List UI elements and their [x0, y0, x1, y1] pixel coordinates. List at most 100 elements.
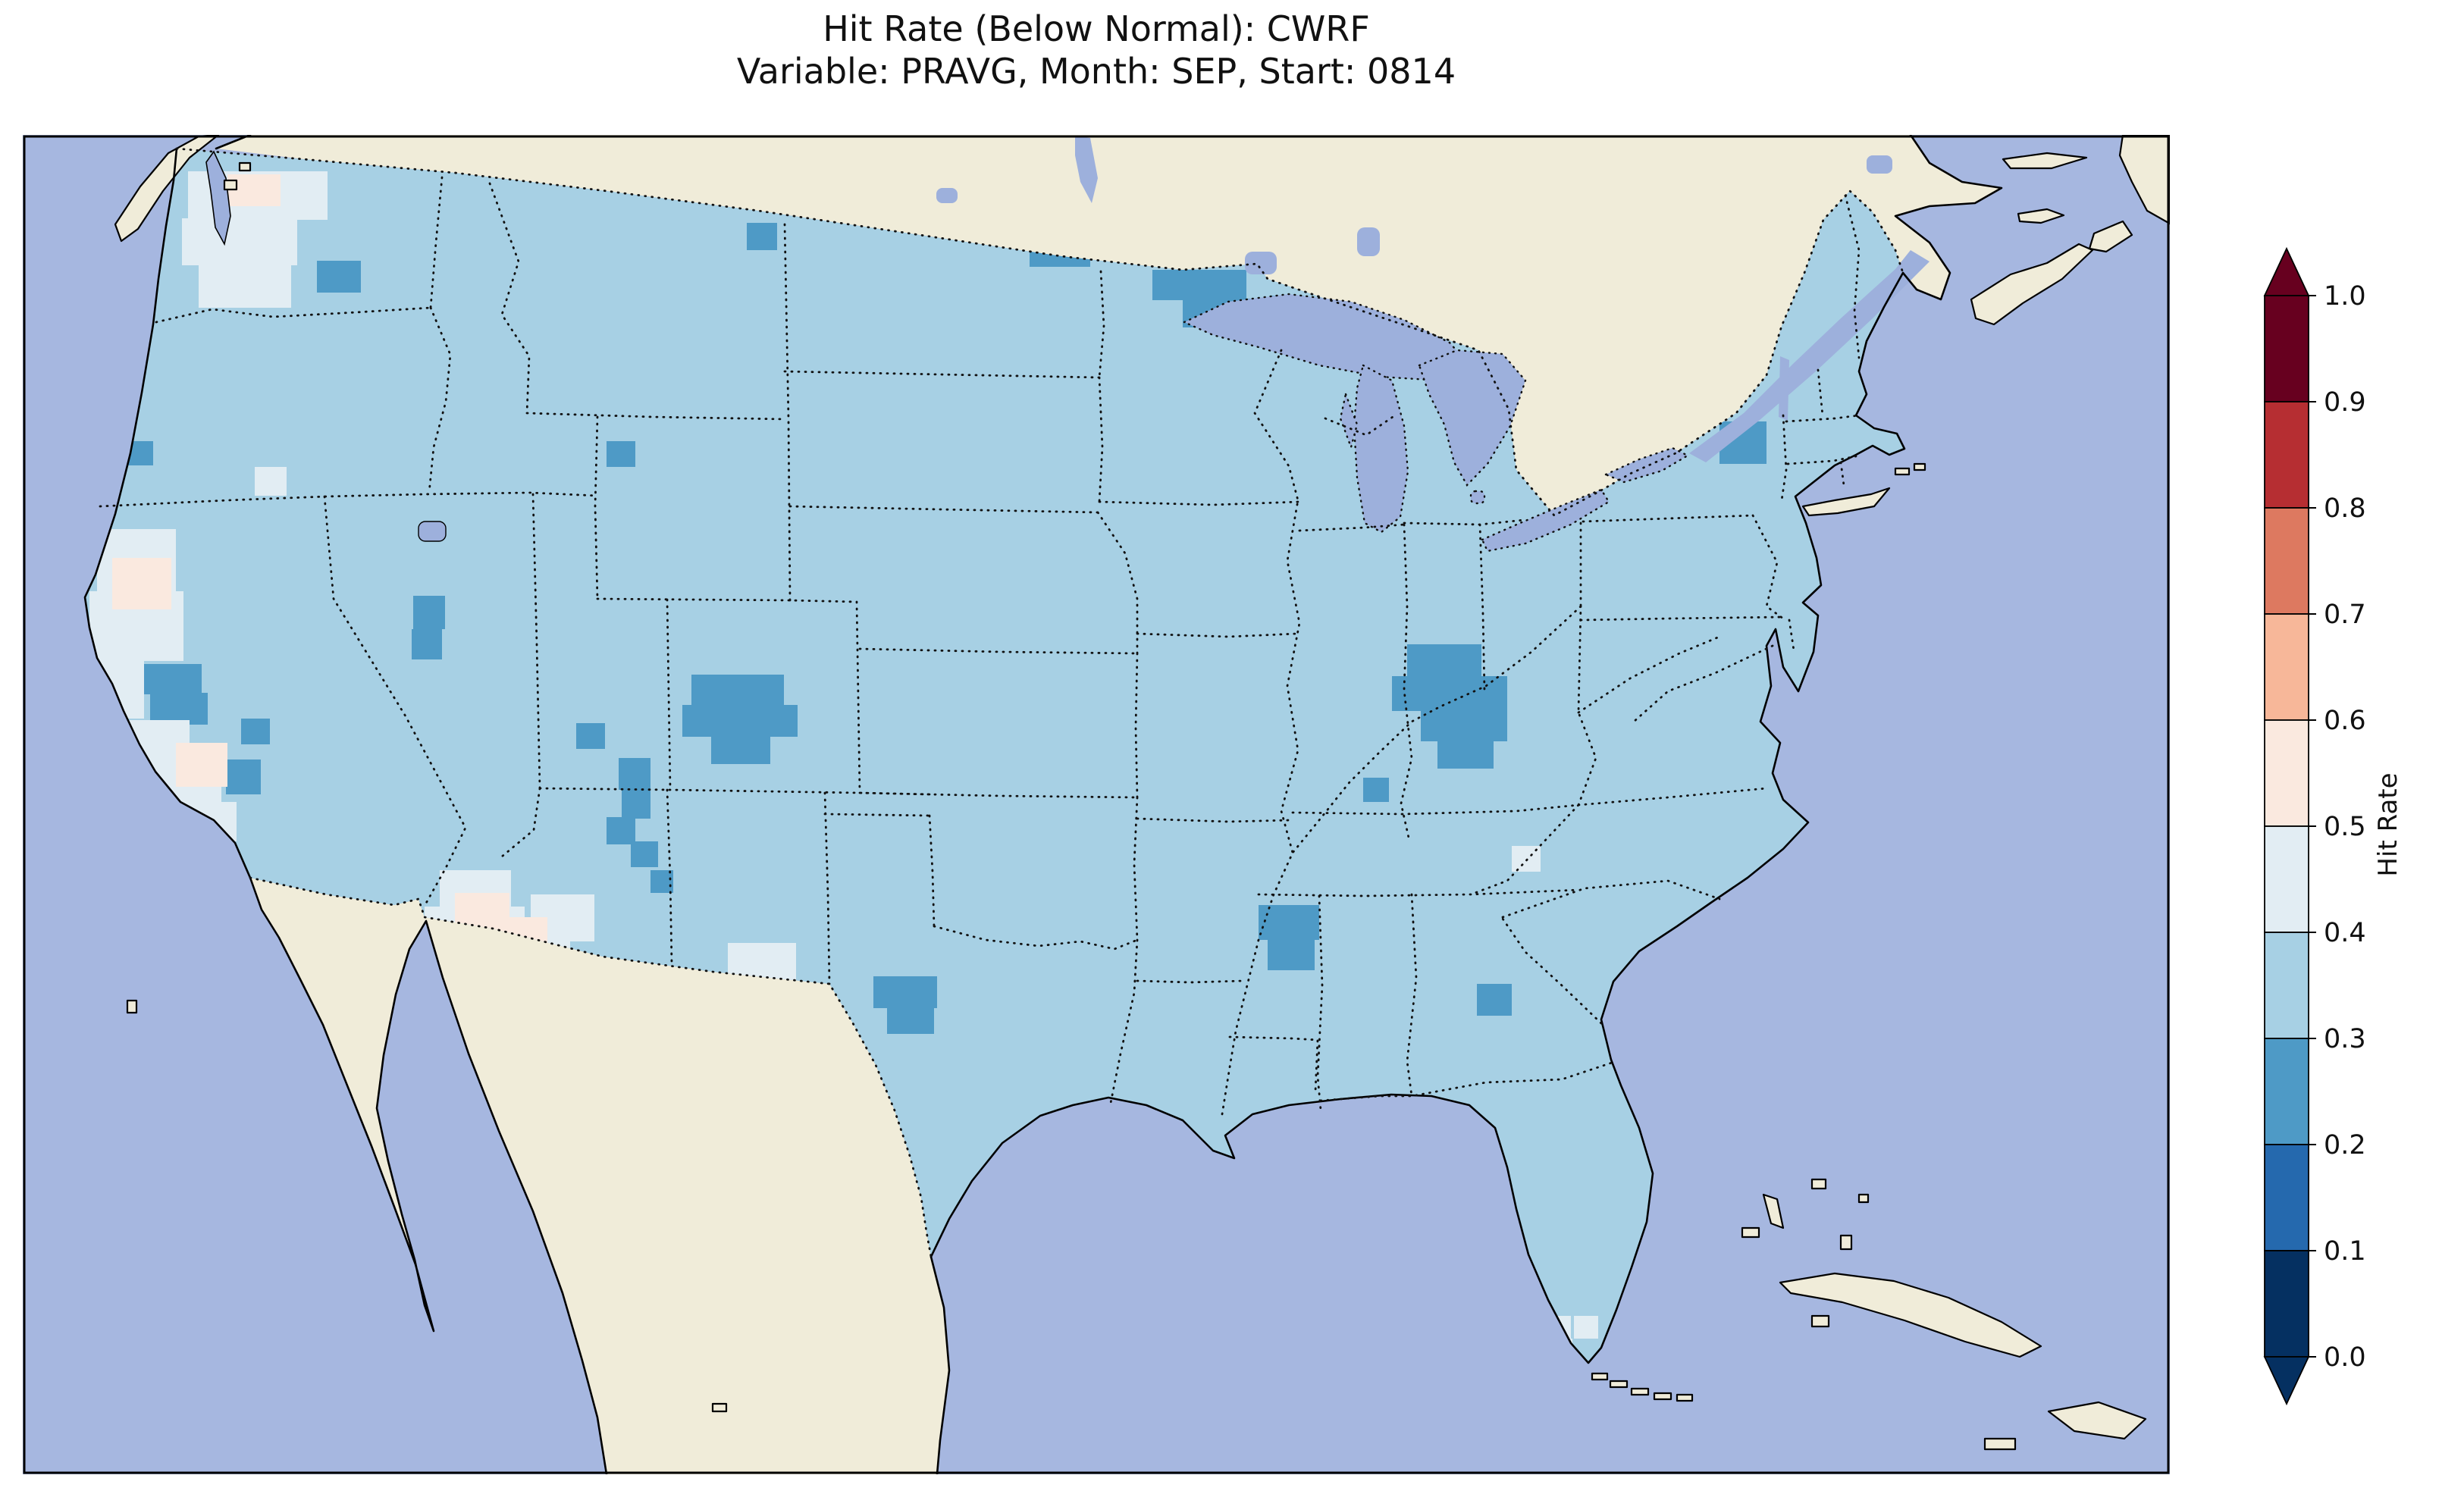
- lake-of-the-woods: [1245, 252, 1277, 274]
- us-region: [85, 149, 1904, 1363]
- andros-bahamas: [1762, 1193, 1785, 1229]
- colorbar-tick-label: 0.6: [2324, 706, 2366, 736]
- heat-cell: [711, 735, 770, 764]
- colorbar-tick-label: 0.4: [2324, 918, 2366, 948]
- map-frame: [23, 135, 2170, 1474]
- nova-scotia: [1970, 243, 2094, 326]
- heat-cell: [199, 264, 291, 308]
- nantucket: [1894, 467, 1911, 476]
- great-salt-lake: [418, 521, 447, 542]
- lakes-layer: [205, 136, 1930, 553]
- heat-cell: [622, 790, 650, 819]
- heat-cell: [176, 743, 227, 787]
- vancouver-island: [114, 135, 220, 243]
- heat-cell: [682, 705, 798, 737]
- guadalupe-island: [126, 999, 138, 1014]
- heat-cell: [619, 758, 650, 790]
- lake-huron: [1418, 349, 1527, 487]
- heat-cell: [1574, 1316, 1598, 1339]
- florida-key-5: [1676, 1393, 1694, 1402]
- heat-cell: [576, 723, 605, 749]
- heat-cell: [607, 441, 635, 467]
- heat-cell: [631, 841, 658, 867]
- st-lawrence-river: [1689, 250, 1930, 462]
- heat-cell: [226, 760, 261, 794]
- heat-cell: [1268, 938, 1315, 970]
- pacific-coastline: [83, 147, 252, 879]
- colorbar-tick-label: 0.2: [2324, 1130, 2366, 1160]
- heat-cell: [182, 218, 297, 265]
- colorbar-segment: [2264, 507, 2309, 615]
- heat-cell: [1437, 740, 1494, 769]
- figure-title: Hit Rate (Below Normal): CWRF Variable: …: [23, 8, 2170, 92]
- florida-key-4: [1653, 1392, 1672, 1401]
- islands-layer: [114, 135, 2170, 1451]
- heat-cell: [1392, 676, 1507, 711]
- canada-small-lake: [936, 188, 958, 203]
- heat-cell: [1259, 905, 1319, 940]
- state-borders-west: [99, 176, 1319, 1104]
- colorbar-segment: [2264, 295, 2309, 402]
- heat-cell: [747, 223, 777, 250]
- islas-marias: [711, 1402, 728, 1413]
- heat-cell: [150, 693, 208, 725]
- map-canvas: [23, 135, 2170, 1474]
- colorbar-ticks: 1.0 0.9 0.8 0.7 0.6 0.5 0.4 0.3 0.2 0.1 0.0: [2309, 281, 2366, 1373]
- marthas-vineyard: [1913, 462, 1926, 471]
- gulf-atlantic-coastline: [929, 271, 1906, 1364]
- lake-nipigon: [1357, 227, 1380, 256]
- florida-key-2: [1609, 1380, 1629, 1389]
- gulf-island-2: [238, 161, 252, 172]
- gulf-island: [223, 179, 238, 191]
- colorbar-segments: [2264, 295, 2309, 1358]
- lake-st-clair: [1469, 490, 1486, 505]
- heat-cell: [1407, 644, 1481, 678]
- bahama-island-3: [1839, 1234, 1853, 1251]
- colorbar-label: Hit Rate: [2373, 772, 2403, 877]
- heat-cell: [141, 664, 202, 694]
- heat-cell: [317, 261, 361, 293]
- bahama-island-2: [1741, 1226, 1760, 1239]
- hispaniola: [2047, 1401, 2147, 1440]
- anticosti-island: [2002, 152, 2088, 170]
- colorbar-tick-label: 0.9: [2324, 387, 2366, 418]
- colorbar-extend-over: [2263, 246, 2310, 296]
- colorbar-tick-label: 0.5: [2324, 812, 2366, 842]
- lake-ontario: [1603, 446, 1690, 484]
- colorbar-segment: [2264, 1250, 2309, 1358]
- jamaica: [1983, 1437, 2017, 1451]
- cuba: [1779, 1272, 2042, 1358]
- long-island: [1801, 487, 1891, 517]
- prince-edward-island: [2017, 208, 2065, 224]
- heat-cell: [255, 467, 287, 496]
- heat-cell: [241, 719, 270, 744]
- colorbar-tick-label: 0.1: [2324, 1236, 2366, 1267]
- isla-juventud: [1810, 1314, 1830, 1328]
- mexico-coastline: [249, 876, 951, 1474]
- lake-michigan: [1353, 364, 1409, 534]
- canada-small-lake-2: [1867, 155, 1892, 174]
- figure-title-line1: Hit Rate (Below Normal): CWRF: [823, 8, 1370, 49]
- colorbar-tick-label: 0.8: [2324, 493, 2366, 524]
- state-borders-east: [1221, 194, 1861, 1116]
- heat-cell: [112, 558, 171, 609]
- colorbar-tick-label: 0.0: [2324, 1342, 2366, 1373]
- lake-superior: [1182, 293, 1475, 382]
- heat-cell: [1421, 709, 1507, 741]
- florida-key: [1591, 1372, 1609, 1381]
- heat-cell: [650, 870, 673, 893]
- newfoundland: [2118, 135, 2170, 225]
- colorbar-segment: [2264, 401, 2309, 509]
- heat-cell: [887, 1005, 934, 1034]
- heat-cell: [413, 596, 445, 629]
- heat-cell: [412, 629, 442, 659]
- colorbar-segment: [2264, 825, 2309, 933]
- colorbar-tick-label: 0.7: [2324, 600, 2366, 630]
- colorbar-segment: [2264, 1144, 2309, 1251]
- lake-winnipeg: [1075, 136, 1098, 203]
- us-hit-rate-map: [23, 135, 2170, 1474]
- us-canada-border: [175, 147, 1904, 517]
- colorbar-tick-label: 1.0: [2324, 281, 2366, 312]
- colorbar-segment: [2264, 613, 2309, 721]
- lake-champlain: [1779, 356, 1789, 421]
